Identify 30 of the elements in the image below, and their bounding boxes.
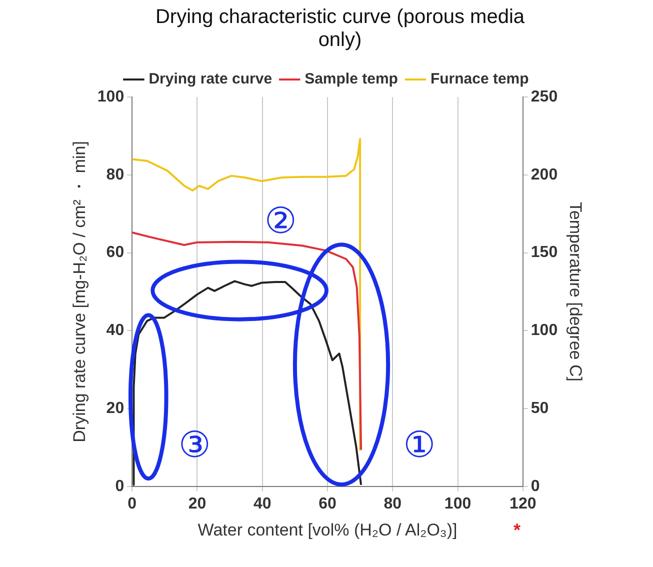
annotation: ③ [178,424,211,466]
y2-tick-label: 50 [530,400,549,417]
legend-label: Furnace temp [430,70,529,88]
y-tick-label: 20 [106,400,124,417]
x-tick-label: 120 [510,495,536,512]
annotation: ② [264,200,297,242]
y-tick-label: 40 [106,322,124,340]
annotation: ① [403,424,436,466]
y2-tick-label: 0 [530,478,540,495]
legend-label: Drying rate curve [148,70,272,88]
legend-label: Sample temp [304,70,398,88]
y2-axis-title: Temperature [degree C] [566,202,586,382]
y2-tick-label: 200 [530,166,558,184]
y-axis-title: Drying rate curve [mg-H₂O / cm² ・ min] [70,141,89,442]
x-tick-label: 60 [318,495,336,512]
text: * [514,520,521,540]
x-tick-label: 20 [188,495,206,512]
y-tick-label: 100 [97,88,124,106]
x-tick-label: 0 [128,495,137,512]
y2-tick-label: 150 [530,244,558,262]
y-tick-label: 60 [106,244,124,262]
x-tick-label: 100 [444,495,472,512]
y-tick-label: 80 [106,166,124,184]
y-tick-label: 0 [115,478,124,495]
y2-tick-label: 100 [530,322,558,340]
x-tick-label: 80 [384,495,402,512]
y2-tick-label: 250 [530,88,558,106]
chart-title: Drying characteristic curve (porous media only) [154,6,526,52]
x-tick-label: 40 [253,495,272,512]
x-axis-title: Water content [vol% (H₂O / Al₂O₃)] [198,520,458,540]
